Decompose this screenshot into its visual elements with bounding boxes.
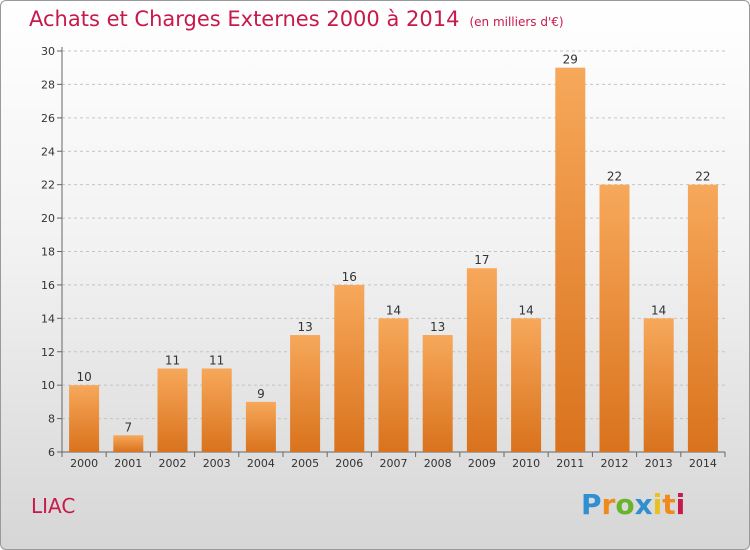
x-tick-label: 2001 [114, 457, 142, 470]
data-label: 22 [695, 170, 710, 184]
y-tick-label: 14 [41, 312, 55, 325]
bar-2005 [290, 335, 321, 452]
data-label: 13 [430, 320, 445, 334]
x-tick-label: 2009 [468, 457, 496, 470]
x-tick-label: 2005 [291, 457, 319, 470]
data-label: 14 [386, 303, 401, 317]
y-tick-label: 10 [41, 379, 55, 392]
data-label: 29 [563, 53, 578, 67]
y-tick-label: 30 [41, 45, 55, 58]
bar-2004 [245, 401, 276, 452]
data-label: 14 [518, 303, 533, 317]
y-tick-label: 20 [41, 212, 55, 225]
x-tick-label: 2007 [380, 457, 408, 470]
x-tick-label: 2013 [645, 457, 673, 470]
bar-2008 [422, 335, 453, 452]
data-label: 11 [209, 353, 224, 367]
y-tick-label: 24 [41, 145, 55, 158]
x-tick-label: 2012 [601, 457, 629, 470]
proxiti-logo: Proxiti [581, 488, 686, 521]
bar-2003 [201, 368, 232, 452]
data-label: 7 [124, 420, 132, 434]
data-label: 13 [297, 320, 312, 334]
data-label: 11 [165, 353, 180, 367]
x-tick-label: 2008 [424, 457, 452, 470]
x-tick-label: 2003 [203, 457, 231, 470]
commune-name: LIAC [31, 494, 76, 518]
y-tick-label: 8 [48, 413, 55, 426]
bars [69, 67, 718, 452]
x-tick-label: 2006 [335, 457, 363, 470]
chart-title-text: Achats et Charges Externes 2000 à 2014 [29, 7, 460, 31]
x-tick-label: 2000 [70, 457, 98, 470]
y-tick-label: 12 [41, 346, 55, 359]
bar-2007 [378, 318, 409, 452]
data-label: 14 [651, 303, 666, 317]
bar-2000 [69, 385, 100, 452]
bar-2011 [555, 67, 586, 452]
bar-2001 [113, 435, 144, 452]
data-label: 10 [76, 370, 91, 384]
data-label: 17 [474, 253, 489, 267]
y-tick-label: 16 [41, 279, 55, 292]
x-tick-label: 2004 [247, 457, 275, 470]
y-tick-label: 6 [48, 446, 55, 459]
bar-2002 [157, 368, 188, 452]
chart-title: Achats et Charges Externes 2000 à 2014 (e… [29, 7, 564, 31]
bar-2009 [466, 268, 497, 452]
bar-2010 [511, 318, 542, 452]
data-labels: 10 7 11 11 9 13 16 14 13 17 14 29 22 14 22 [76, 53, 710, 435]
y-tick-label: 22 [41, 179, 55, 192]
x-tick-label: 2002 [159, 457, 187, 470]
y-tick-label: 18 [41, 246, 55, 259]
x-tick-label: 2014 [689, 457, 717, 470]
bar-2013 [643, 318, 674, 452]
bar-2012 [599, 184, 630, 452]
bar-2006 [334, 284, 365, 452]
data-label: 16 [342, 270, 357, 284]
data-label: 9 [257, 387, 265, 401]
y-tick-label: 28 [41, 78, 55, 91]
bar-2014 [687, 184, 718, 452]
y-tick-label: 26 [41, 112, 55, 125]
chart-unit: (en milliers d'€) [469, 15, 564, 29]
x-tick-label: 2010 [512, 457, 540, 470]
x-tick-label: 2011 [556, 457, 584, 470]
data-label: 22 [607, 170, 622, 184]
